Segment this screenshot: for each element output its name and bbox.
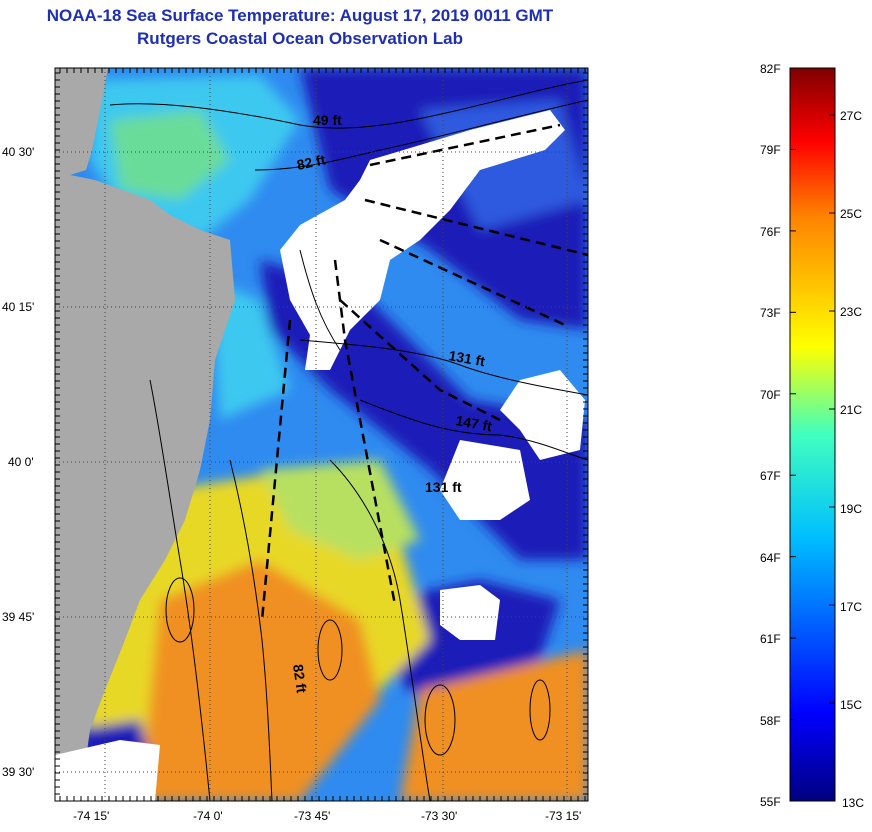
lon-label: -73 30' bbox=[421, 809, 457, 823]
contour-label: 131 ft bbox=[447, 347, 486, 369]
cb-f-label: 67F bbox=[760, 469, 781, 483]
cb-f-label: 61F bbox=[760, 632, 781, 646]
axis-ticks bbox=[55, 68, 588, 801]
cb-c-label: 17C bbox=[840, 600, 863, 614]
cb-f-label: 73F bbox=[760, 306, 781, 320]
contour-label: 147 ft bbox=[454, 412, 493, 434]
lat-label: 39 30' bbox=[2, 765, 34, 779]
longitude-labels: -74 15' -74 0' -73 45' -73 30' -73 15' bbox=[73, 809, 581, 823]
colorbar bbox=[789, 67, 836, 802]
contour-label: 82 ft bbox=[295, 151, 327, 173]
map-subtitle: Rutgers Coastal Ocean Observation Lab bbox=[137, 29, 463, 48]
cb-c-label: 15C bbox=[840, 698, 863, 712]
contour-label: 131 ft bbox=[425, 479, 462, 495]
colorbar-ticks bbox=[790, 67, 835, 802]
graticule bbox=[55, 68, 588, 801]
lon-label: -73 15' bbox=[545, 809, 581, 823]
cb-c-label: 27C bbox=[840, 109, 863, 123]
map-frame bbox=[54, 67, 589, 802]
lon-label: -73 45' bbox=[294, 809, 330, 823]
contour-label: 49 ft bbox=[313, 112, 342, 128]
cb-c-label: 19C bbox=[840, 502, 863, 516]
lon-label: -74 15' bbox=[73, 809, 109, 823]
map-title: NOAA-18 Sea Surface Temperature: August … bbox=[46, 6, 554, 25]
cb-c-label: 25C bbox=[840, 207, 863, 221]
cb-f-label: 55F bbox=[760, 795, 781, 809]
lon-label: -74 0' bbox=[193, 809, 223, 823]
contour-label: 82 ft bbox=[290, 663, 310, 694]
bathymetry-contours bbox=[109, 79, 588, 801]
cb-f-label: 79F bbox=[760, 143, 781, 157]
transect-lines bbox=[260, 123, 588, 621]
cb-f-label: 58F bbox=[760, 714, 781, 728]
cb-c-label: 13C bbox=[842, 796, 865, 810]
cb-f-label: 64F bbox=[760, 551, 781, 565]
cb-f-label: 70F bbox=[760, 388, 781, 402]
cb-f-label: 82F bbox=[760, 62, 781, 76]
sst-field bbox=[55, 68, 588, 801]
cb-c-label: 21C bbox=[840, 403, 863, 417]
cb-c-label: 23C bbox=[840, 305, 863, 319]
lat-label: 39 45' bbox=[2, 610, 34, 624]
land bbox=[55, 68, 235, 801]
latitude-labels: 40 30' 40 15' 40 0' 39 45' 39 30' bbox=[2, 145, 34, 779]
cb-f-label: 76F bbox=[760, 225, 781, 239]
lat-label: 40 15' bbox=[2, 300, 34, 314]
contour-labels: 49 ft 82 ft 131 ft 147 ft 131 ft 82 ft bbox=[290, 112, 494, 694]
lat-label: 40 30' bbox=[2, 145, 34, 159]
cloud-mask bbox=[55, 110, 585, 801]
lat-label: 40 0' bbox=[8, 455, 34, 469]
